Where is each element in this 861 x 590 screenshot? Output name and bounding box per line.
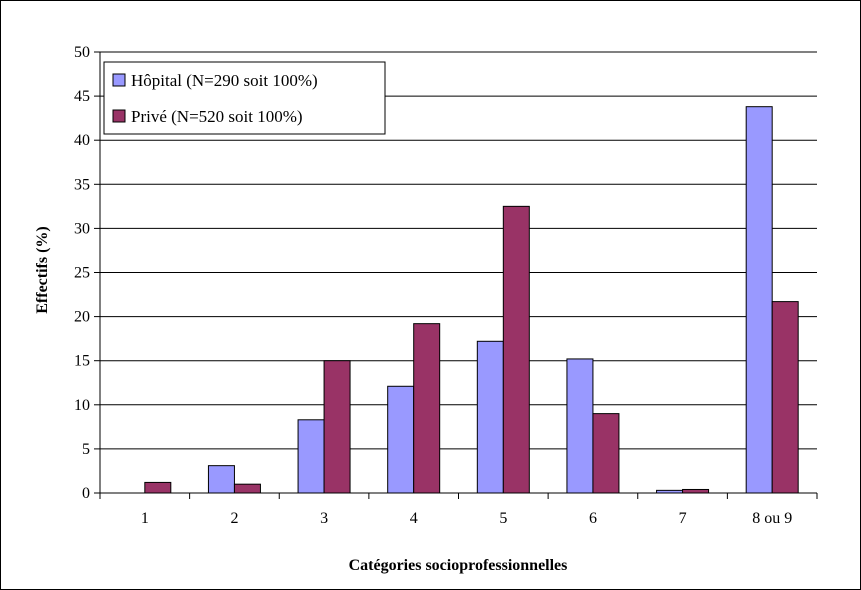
x-axis-title: Catégories socioprofessionnelles (349, 557, 568, 574)
y-tick-label: 20 (74, 309, 90, 326)
bar-prive (502, 205, 530, 494)
bars (144, 106, 799, 494)
legend-box (103, 61, 386, 135)
bar-hopital (207, 465, 235, 494)
bar-prive (144, 481, 172, 494)
y-tick-label: 35 (74, 176, 90, 193)
x-tick-label: 3 (320, 510, 328, 527)
bar-prive (682, 488, 710, 494)
bar-hopital (297, 419, 325, 494)
bar-prive (233, 483, 261, 494)
x-tick-labels: 1 2 3 4 5 6 7 8 ou 9 (141, 510, 792, 527)
axes (94, 51, 818, 499)
y-tick-label: 50 (74, 44, 90, 61)
y-tick-label: 15 (74, 353, 90, 370)
bar-hopital (566, 358, 594, 494)
y-tick-label: 10 (74, 397, 90, 414)
y-tick-label: 45 (74, 88, 90, 105)
x-tick-label: 4 (410, 510, 418, 527)
legend-swatch-hopital (112, 73, 126, 87)
legend-label-prive: Privé (N=520 soit 100%) (131, 107, 303, 126)
legend-swatch-prive (112, 109, 126, 123)
bar-hopital (476, 340, 504, 494)
y-tick-label: 0 (82, 485, 90, 502)
bar-prive (413, 323, 441, 494)
y-tick-label: 25 (74, 265, 90, 282)
x-tick-label: 5 (499, 510, 507, 527)
x-tick-label: 2 (230, 510, 238, 527)
y-tick-label: 30 (74, 220, 90, 237)
y-tick-label: 40 (74, 132, 90, 149)
bar-prive (771, 301, 799, 494)
bar-prive (323, 360, 351, 494)
y-tick-labels: 0 5 10 15 20 25 30 35 40 45 50 (74, 44, 90, 502)
x-tick-label: 7 (679, 510, 687, 527)
bar-hopital (387, 385, 415, 494)
bar-prive (592, 413, 620, 494)
y-tick-label: 5 (82, 441, 90, 458)
x-tick-label: 1 (141, 510, 149, 527)
legend: Hôpital (N=290 soit 100%) Privé (N=520 s… (103, 61, 386, 135)
legend-label-hopital: Hôpital (N=290 soit 100%) (131, 71, 318, 90)
y-axis-title: Effectifs (%) (34, 226, 51, 314)
x-tick-label: 6 (589, 510, 597, 527)
x-tick-label: 8 ou 9 (752, 510, 792, 527)
bar-hopital (745, 106, 773, 494)
